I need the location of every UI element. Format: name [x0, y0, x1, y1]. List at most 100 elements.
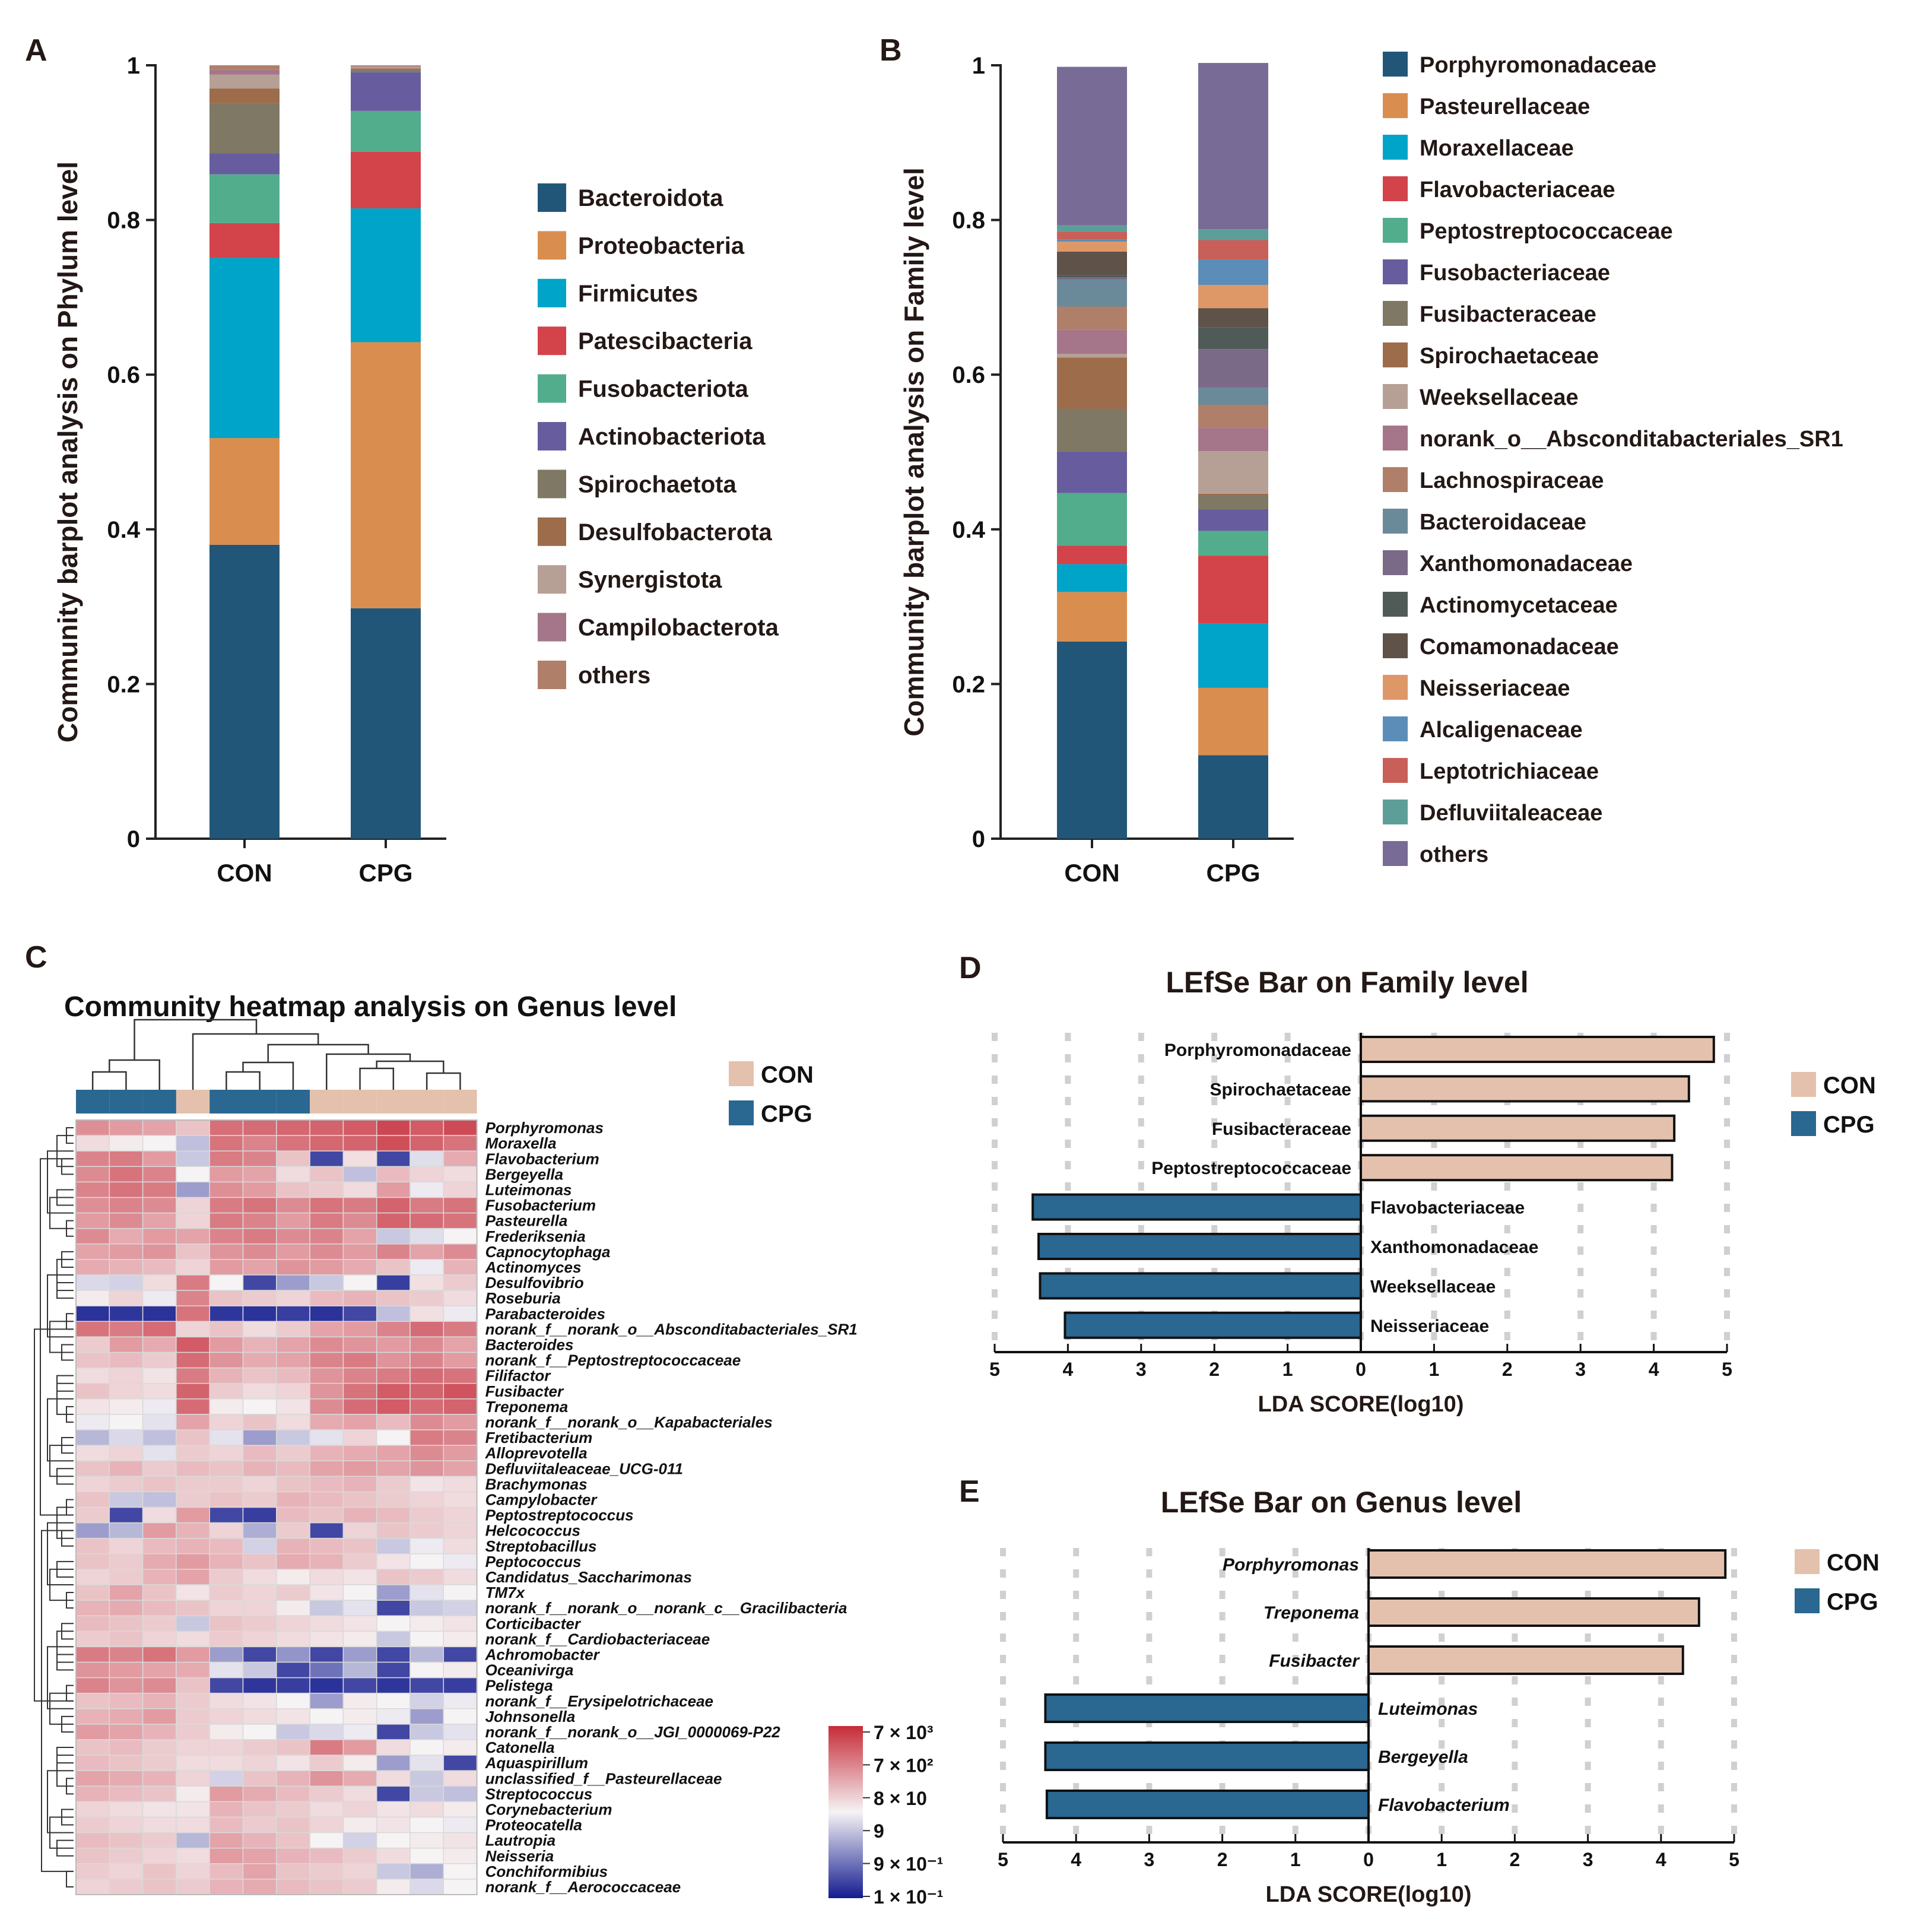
heatmap-cell-norank-f-norank-o-absconditabacteriales-sr1 — [342, 1321, 377, 1338]
heatmap-cell-brachymonas — [409, 1476, 445, 1493]
heatmap-cell-desulfovibrio — [109, 1274, 144, 1291]
heatmap-cell-lautropia — [309, 1832, 344, 1849]
legend-swatch-proteobacteria — [538, 231, 566, 260]
heatmap-cell-bacteroides — [109, 1336, 144, 1353]
heatmap-cell-parabacteroides — [109, 1305, 144, 1322]
heatmap-cell-conchiformibius — [242, 1863, 277, 1880]
heatmap-cell-norank-f-peptostreptococcaceae — [276, 1352, 310, 1369]
heatmap-cell-filifactor — [376, 1367, 411, 1384]
heatmap-cell-fusobacterium — [376, 1197, 411, 1214]
heatmap-cell-streptococcus — [342, 1785, 377, 1803]
bar-segment-flavobacteriaceae-con — [1057, 545, 1127, 564]
heatmap-cell-fusobacterium — [309, 1197, 344, 1214]
panel-label-e: E — [959, 1474, 980, 1509]
heatmap-cell-fusobacterium — [342, 1197, 377, 1214]
heatmap-cell-oceanivirga — [409, 1661, 445, 1679]
x-tick-label: 2 — [1209, 1359, 1220, 1380]
heatmap-row-label: Bacteroides — [485, 1336, 574, 1354]
heatmap-cell-corynebacterium — [109, 1801, 144, 1818]
heatmap-cell-oceanivirga — [209, 1661, 244, 1679]
heatmap-cell-conchiformibius — [409, 1863, 445, 1880]
heatmap-row-label: Fretibacterium — [485, 1429, 593, 1446]
bar-segment-proteobacteria-cpg — [351, 342, 421, 608]
lefse-legend-label-cpg: CPG — [1823, 1112, 1875, 1138]
heatmap-cell-tm7x — [342, 1584, 377, 1601]
heatmap-cell-fretibacterium — [109, 1429, 144, 1446]
heatmap-cell-streptobacillus — [75, 1537, 110, 1555]
column-dendrogram-branch — [326, 1053, 411, 1090]
heatmap-cell-pasteurella — [443, 1212, 478, 1229]
legend-label-spirochaetota: Spirochaetota — [578, 471, 736, 497]
heatmap-cell-aquaspirillum — [376, 1755, 411, 1771]
heatmap-row-label: Candidatus_Saccharimonas — [485, 1568, 692, 1586]
heatmap-cell-norank-f-cardiobacteriaceae — [75, 1630, 110, 1648]
legend-label-others: others — [1420, 842, 1488, 867]
heatmap-cell-unclassified-f-pasteurellaceae — [109, 1770, 144, 1787]
legend-swatch-bacteroidaceae — [1383, 509, 1408, 534]
heatmap-cell-pasteurella — [109, 1212, 144, 1229]
column-group-bar-con — [443, 1090, 477, 1113]
heatmap-cell-porphyromonas — [443, 1119, 478, 1136]
heatmap-cell-catonella — [276, 1739, 310, 1756]
heatmap-cell-brachymonas — [309, 1476, 344, 1493]
heatmap-cell-candidatus-saccharimonas — [309, 1569, 344, 1585]
column-dendrogram-branch — [91, 1071, 127, 1090]
heatmap-cell-oceanivirga — [309, 1661, 344, 1679]
heatmap-row-label: Oceanivirga — [485, 1661, 574, 1679]
heatmap-cell-norank-f-norank-o-kapabacteriales — [376, 1414, 411, 1430]
heatmap-cell-norank-f-peptostreptococcaceae — [409, 1352, 445, 1369]
bar-segment-moraxellaceae-con — [1057, 564, 1127, 592]
heatmap-cell-streptobacillus — [176, 1537, 210, 1555]
bar-segment-proteobacteria-con — [209, 438, 280, 545]
heatmap-cell-campylobacter — [176, 1491, 210, 1508]
lefse-bar-label-flavobacterium: Flavobacterium — [1378, 1795, 1510, 1815]
heatmap-cell-peptostreptococcus — [109, 1506, 144, 1524]
heatmap-cell-norank-f-norank-o-kapabacteriales — [309, 1414, 344, 1430]
heatmap-cell-bergeyella — [276, 1166, 310, 1183]
heatmap-cell-oceanivirga — [142, 1661, 177, 1679]
heatmap-row-label: Proteocatella — [485, 1816, 582, 1834]
row-dendrogram-branch — [47, 1522, 74, 1585]
heatmap-cell-norank-f-aerococcaceae — [75, 1879, 110, 1895]
heatmap-cell-helcococcus — [376, 1522, 411, 1539]
heatmap-cell-aquaspirillum — [409, 1755, 445, 1771]
heatmap-cell-streptobacillus — [109, 1537, 144, 1555]
heatmap-row-label: Pelistega — [485, 1677, 553, 1695]
heatmap-cell-capnocytophaga — [376, 1243, 411, 1260]
heatmap-cell-proteocatella — [276, 1816, 310, 1833]
legend-swatch-flavobacteriaceae — [1383, 176, 1408, 201]
heatmap-cell-norank-f-aerococcaceae — [142, 1879, 177, 1895]
heatmap-cell-norank-f-norank-o-norank-c-gracilibacteria — [142, 1600, 177, 1616]
bar-segment-actinomycetaceae-cpg — [1198, 327, 1268, 350]
heatmap-cell-fusobacterium — [276, 1197, 310, 1214]
heatmap-cell-oceanivirga — [109, 1661, 144, 1679]
lefse-bar-fusibacteraceae — [1360, 1114, 1676, 1142]
bar-segment-moraxellaceae-cpg — [1198, 623, 1268, 688]
lefse-legend-swatch-con — [1795, 1549, 1820, 1574]
heatmap-cell-johnsonella — [109, 1708, 144, 1725]
y-tick-label: 1 — [127, 53, 140, 79]
heatmap-row-label: Alloprevotella — [485, 1444, 588, 1462]
lefse-bar-porphyromonadaceae — [1360, 1036, 1715, 1063]
heatmap-cell-defluviitaleaceae-ucg-011 — [409, 1460, 445, 1477]
lefse-bar-treponema — [1367, 1597, 1700, 1627]
column-group-bar-con — [343, 1090, 377, 1113]
bar-segment-others-cpg — [351, 65, 421, 66]
heatmap-cell-norank-f-cardiobacteriaceae — [176, 1630, 210, 1648]
legend-swatch-peptostreptococcaceae — [1383, 218, 1408, 243]
bar-segment-firmicutes-con — [209, 258, 280, 439]
heatmap-cell-fusobacterium — [142, 1197, 177, 1214]
heatmap-cell-streptobacillus — [409, 1537, 445, 1555]
heatmap-cell-norank-f-norank-o-jgi-0000069-p22 — [75, 1724, 110, 1740]
heatmap-cell-fusibacter — [242, 1382, 277, 1400]
heatmap-cell-norank-f-norank-o-absconditabacteriales-sr1 — [376, 1321, 411, 1338]
heatmap-cell-johnsonella — [176, 1708, 210, 1725]
heatmap-cell-pelistega — [443, 1677, 478, 1694]
heatmap-cell-filifactor — [309, 1367, 344, 1384]
heatmap-cell-helcococcus — [142, 1522, 177, 1539]
heatmap-cell-norank-f-aerococcaceae — [443, 1879, 478, 1895]
heatmap-row-label: Fusobacterium — [485, 1197, 596, 1214]
heatmap-cell-corticibacter — [109, 1615, 144, 1632]
heatmap-row-label: norank_f__Aerococcaceae — [485, 1878, 681, 1896]
heatmap-cell-filifactor — [443, 1367, 478, 1384]
